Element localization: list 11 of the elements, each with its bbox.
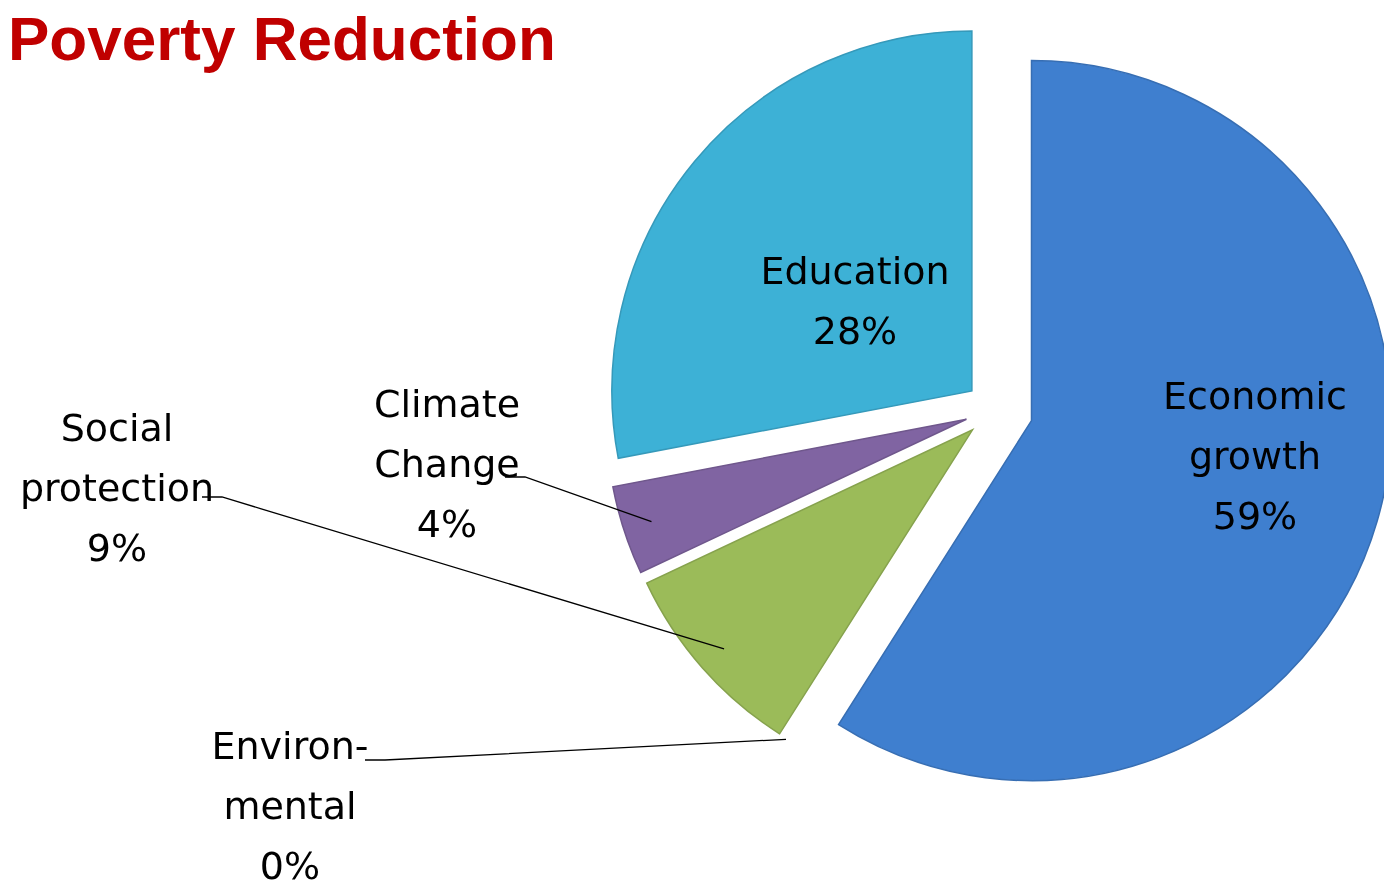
category-label: Environ-mental — [211, 724, 369, 828]
text: 0% — [259, 844, 321, 888]
data-label: 9% — [86, 526, 148, 570]
slice-label: Economic growth — [1163, 374, 1347, 478]
slice-label: Climate Change — [373, 382, 521, 486]
slice-label: Social protection — [19, 406, 215, 510]
slice-label: Education — [760, 249, 950, 293]
data-label: 4% — [416, 502, 478, 546]
data-label: 59% — [1212, 494, 1298, 538]
data-label: 28% — [812, 309, 898, 353]
chart-title: Poverty Reduction — [8, 4, 556, 73]
